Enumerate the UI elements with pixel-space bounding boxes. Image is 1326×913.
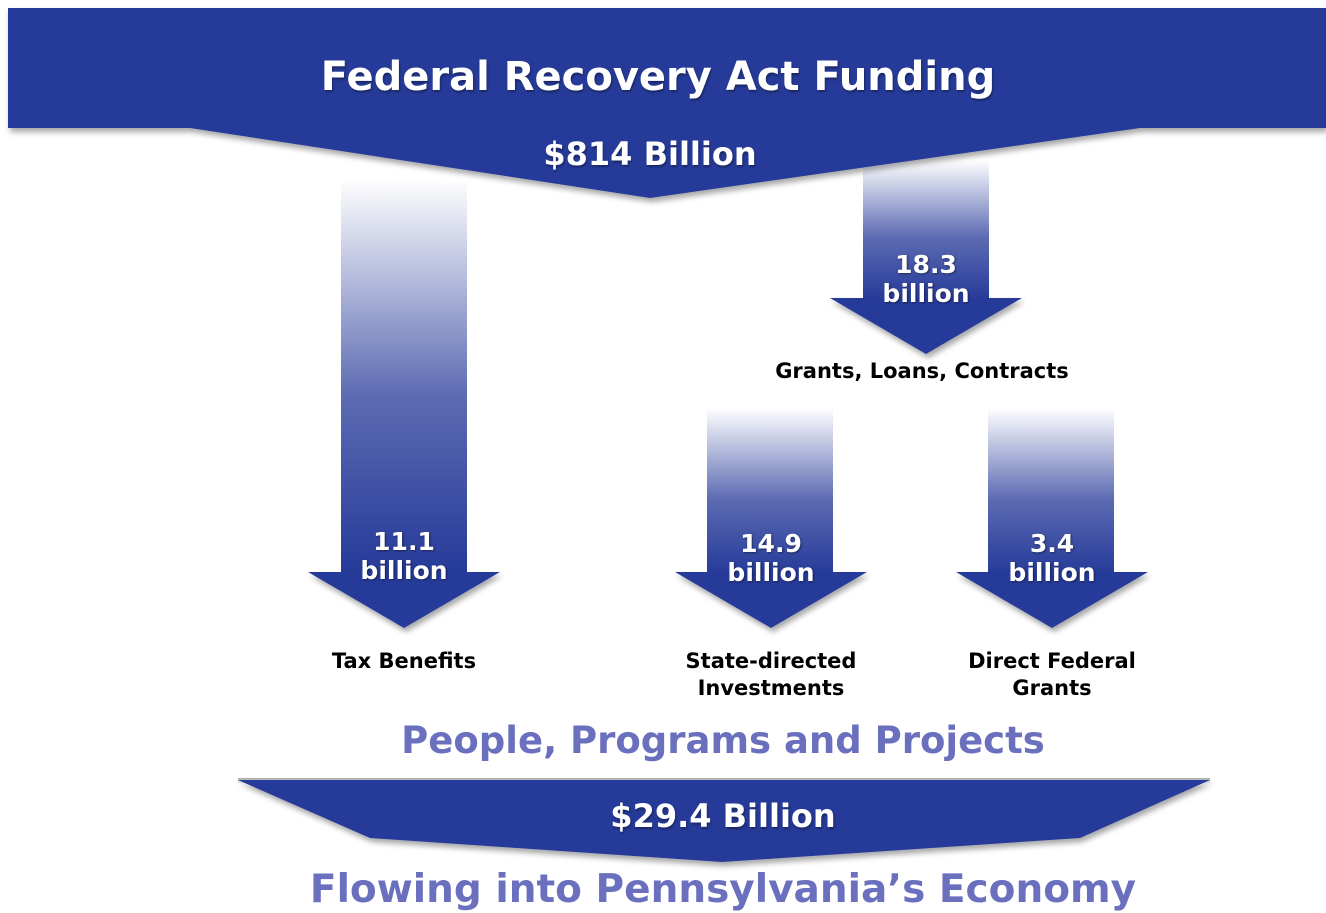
state-directed-value: 14.9 billion bbox=[691, 529, 851, 587]
direct-value-unit: billion bbox=[1008, 558, 1096, 587]
direct-value-number: 3.4 bbox=[1029, 529, 1075, 558]
state-directed-label: State-directed Investments bbox=[631, 648, 911, 702]
state-directed-arrow bbox=[675, 408, 867, 628]
tax-benefits-value: 11.1 billion bbox=[324, 527, 484, 585]
tax-benefits-label: Tax Benefits bbox=[331, 649, 477, 673]
grants-loans-contracts-label: Grants, Loans, Contracts bbox=[775, 359, 1069, 383]
state-label-line1: State-directed bbox=[685, 649, 857, 673]
state-value-number: 14.9 bbox=[740, 529, 802, 558]
top-banner bbox=[8, 8, 1326, 198]
glc-value-number: 18.3 bbox=[895, 250, 957, 279]
footer-total: $29.4 Billion bbox=[610, 797, 836, 835]
direct-federal-value: 3.4 billion bbox=[972, 529, 1132, 587]
direct-label-line2: Grants bbox=[1012, 676, 1092, 700]
footer-heading: People, Programs and Projects bbox=[401, 719, 1045, 762]
footer-tagline: Flowing into Pennsylvania’s Economy bbox=[309, 867, 1137, 912]
state-value-unit: billion bbox=[727, 558, 815, 587]
grants-loans-contracts-arrow bbox=[830, 160, 1022, 354]
tax-value-number: 11.1 bbox=[373, 527, 435, 556]
tax-benefits-arrow bbox=[308, 180, 500, 628]
direct-federal-label: Direct Federal Grants bbox=[922, 648, 1182, 702]
state-label-line2: Investments bbox=[697, 676, 845, 700]
tax-value-unit: billion bbox=[360, 556, 448, 585]
glc-value-unit: billion bbox=[882, 279, 970, 308]
header-total: $814 Billion bbox=[543, 135, 757, 173]
direct-federal-arrow bbox=[956, 408, 1148, 628]
grants-loans-contracts-value: 18.3 billion bbox=[846, 250, 1006, 308]
bottom-banner bbox=[238, 778, 1210, 862]
header-title: Federal Recovery Act Funding bbox=[320, 54, 996, 100]
direct-label-line1: Direct Federal bbox=[968, 649, 1136, 673]
